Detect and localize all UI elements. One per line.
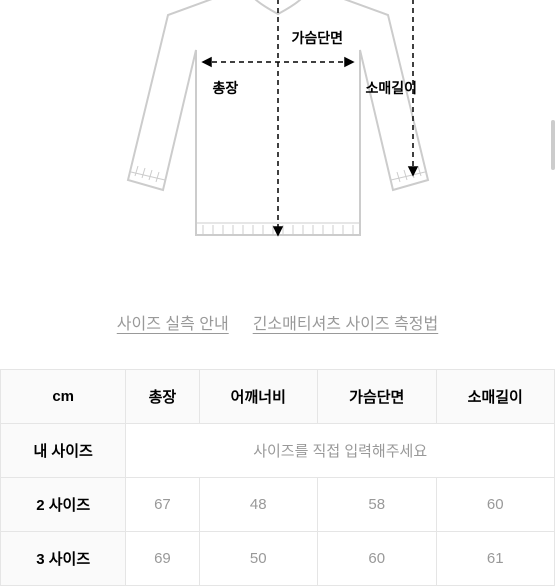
chest-label: 가슴단면 bbox=[292, 28, 344, 48]
cell: 61 bbox=[436, 532, 555, 586]
shirt-diagram: 가슴단면 총장 소매길이 bbox=[108, 0, 448, 260]
table-header-row: cm 총장 어깨너비 가슴단면 소매길이 bbox=[1, 370, 555, 424]
row-label: 2 사이즈 bbox=[1, 478, 126, 532]
table-row: 3 사이즈 69 50 60 61 bbox=[1, 532, 555, 586]
cell: 67 bbox=[126, 478, 199, 532]
cell: 60 bbox=[318, 532, 436, 586]
scrollbar[interactable] bbox=[551, 120, 555, 170]
cell: 50 bbox=[199, 532, 317, 586]
row-label: 3 사이즈 bbox=[1, 532, 126, 586]
shirt-svg bbox=[108, 0, 448, 260]
my-size-placeholder[interactable]: 사이즈를 직접 입력해주세요 bbox=[126, 424, 555, 478]
cell: 58 bbox=[318, 478, 436, 532]
sleeve-length-label: 소매길이 bbox=[366, 78, 418, 98]
diagram-container: 가슴단면 총장 소매길이 bbox=[0, 0, 555, 260]
my-size-label: 내 사이즈 bbox=[1, 424, 126, 478]
col-header: 가슴단면 bbox=[318, 370, 436, 424]
cell: 60 bbox=[436, 478, 555, 532]
cell: 48 bbox=[199, 478, 317, 532]
col-header: 어깨너비 bbox=[199, 370, 317, 424]
col-header: 총장 bbox=[126, 370, 199, 424]
col-header: 소매길이 bbox=[436, 370, 555, 424]
help-links: 사이즈 실측 안내 긴소매티셔츠 사이즈 측정법 bbox=[0, 310, 555, 334]
size-table: cm 총장 어깨너비 가슴단면 소매길이 내 사이즈 사이즈를 직접 입력해주세… bbox=[0, 369, 555, 586]
size-guide-link[interactable]: 사이즈 실측 안내 bbox=[117, 310, 229, 334]
table-row: 2 사이즈 67 48 58 60 bbox=[1, 478, 555, 532]
total-length-label: 총장 bbox=[213, 78, 239, 98]
cell: 69 bbox=[126, 532, 199, 586]
my-size-row[interactable]: 내 사이즈 사이즈를 직접 입력해주세요 bbox=[1, 424, 555, 478]
unit-header: cm bbox=[1, 370, 126, 424]
measure-guide-link[interactable]: 긴소매티셔츠 사이즈 측정법 bbox=[253, 310, 439, 334]
